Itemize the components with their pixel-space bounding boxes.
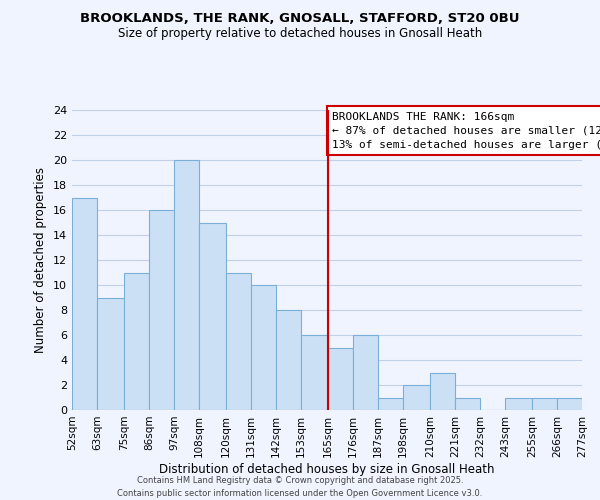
Text: Size of property relative to detached houses in Gnosall Heath: Size of property relative to detached ho… xyxy=(118,28,482,40)
Bar xyxy=(557,398,582,410)
Bar xyxy=(251,285,276,410)
Bar xyxy=(430,372,455,410)
Bar xyxy=(301,335,328,410)
Y-axis label: Number of detached properties: Number of detached properties xyxy=(34,167,47,353)
Bar xyxy=(149,210,174,410)
Text: Contains HM Land Registry data © Crown copyright and database right 2025.
Contai: Contains HM Land Registry data © Crown c… xyxy=(118,476,482,498)
Bar xyxy=(199,222,226,410)
Bar xyxy=(378,398,403,410)
Bar xyxy=(226,272,251,410)
Bar xyxy=(72,198,97,410)
Bar xyxy=(276,310,301,410)
Text: BROOKLANDS THE RANK: 166sqm
← 87% of detached houses are smaller (124)
13% of se: BROOKLANDS THE RANK: 166sqm ← 87% of det… xyxy=(332,112,600,150)
Bar xyxy=(97,298,124,410)
X-axis label: Distribution of detached houses by size in Gnosall Heath: Distribution of detached houses by size … xyxy=(159,462,495,475)
Bar xyxy=(455,398,480,410)
Bar xyxy=(174,160,199,410)
Bar xyxy=(505,398,532,410)
Bar xyxy=(403,385,430,410)
Bar xyxy=(532,398,557,410)
Bar xyxy=(353,335,378,410)
Bar xyxy=(328,348,353,410)
Bar xyxy=(124,272,149,410)
Text: BROOKLANDS, THE RANK, GNOSALL, STAFFORD, ST20 0BU: BROOKLANDS, THE RANK, GNOSALL, STAFFORD,… xyxy=(80,12,520,26)
